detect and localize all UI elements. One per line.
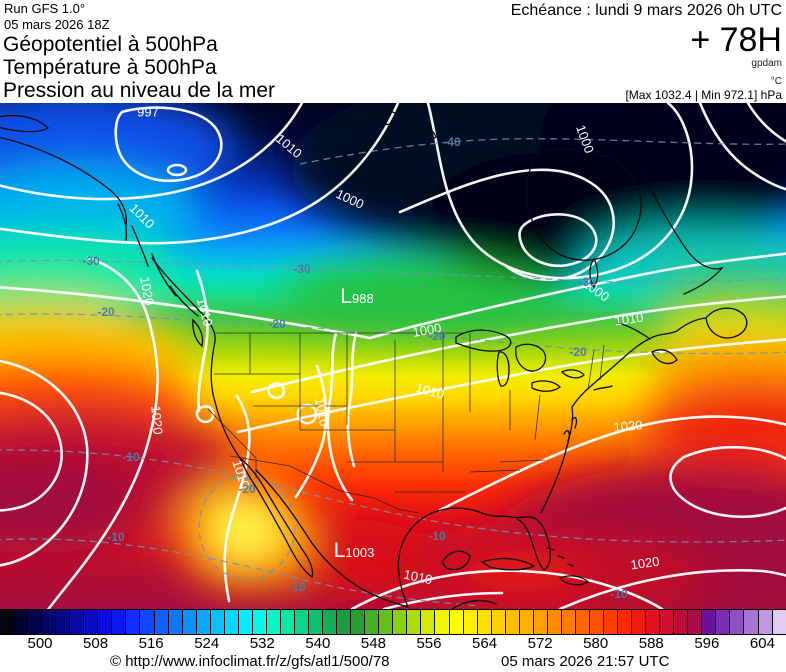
colorbar-cell — [309, 610, 324, 634]
colorbar-cell — [435, 610, 450, 634]
title-pressure: Pression au niveau de la mer — [3, 79, 275, 102]
colorbar-cell — [632, 610, 647, 634]
colorbar-cell — [575, 610, 590, 634]
colorbar-cell — [519, 610, 534, 634]
colorbar-cell — [589, 610, 605, 634]
colorbar-cell — [547, 610, 562, 634]
colorbar-cell — [280, 610, 295, 634]
colorbar-cell — [674, 610, 689, 634]
colorbar-cell — [730, 610, 745, 634]
colorbar-tick-label: 564 — [472, 635, 498, 652]
colorbar-cell — [210, 610, 225, 634]
colorbar-cell — [154, 610, 169, 634]
colorbar-cell — [407, 610, 422, 634]
colorbar-cell — [182, 610, 197, 634]
colorbar-cell — [294, 610, 310, 634]
coastlines — [0, 105, 748, 609]
title-temperature: Température à 500hPa — [3, 56, 217, 79]
colorbar-tick-label: 540 — [305, 635, 331, 652]
colorbar-cell — [393, 610, 408, 634]
colorbar-cell — [28, 610, 43, 634]
colorbar-tick-label: 596 — [694, 635, 720, 652]
pressure-contours — [0, 103, 786, 609]
colorbar-cell — [772, 610, 786, 634]
colorbar-tick-label: 588 — [638, 635, 664, 652]
colorbar-cell — [84, 610, 99, 634]
colorbar-cell — [744, 610, 759, 634]
pressure-minmax: [Max 1032.4 | Min 972.1] hPa — [625, 88, 782, 102]
colorbar-cell — [238, 610, 253, 634]
colorbar-tick-label: 580 — [583, 635, 609, 652]
colorbar-cell — [646, 610, 661, 634]
colorbar-cell — [505, 610, 520, 634]
title-geopotential: Géopotentiel à 500hPa — [3, 33, 218, 56]
header: Run GFS 1.0° 05 mars 2026 18Z Géopotenti… — [0, 0, 786, 103]
colorbar-cell — [140, 610, 155, 634]
colorbar-ticks: 500 508 516 524 532 540 548 556 564 572 580 588 596 6… — [0, 635, 786, 653]
colorbar-cell — [266, 610, 281, 634]
colorbar-cell — [491, 610, 506, 634]
colorbar-cell — [716, 610, 731, 634]
temperature-contours — [0, 138, 786, 607]
model-run-date: 05 mars 2026 18Z — [4, 17, 110, 32]
colorbar-cell — [379, 610, 394, 634]
colorbar-cell — [533, 610, 548, 634]
colorbar-cell — [702, 610, 717, 634]
map-canvas: 997 1010 1000 1000 1010 1020 1000 1000 1010 1020 1… — [0, 103, 786, 609]
model-run-line: Run GFS 1.0° — [4, 1, 86, 16]
copyright-url: © http://www.infoclimat.fr/z/gfs/atl1/50… — [110, 653, 390, 670]
colorbar-cell — [42, 610, 57, 634]
valid-time: Echéance : lundi 9 mars 2026 0h UTC — [510, 2, 782, 19]
colorbar-cell — [0, 610, 15, 634]
colorbar-tick-label: 604 — [749, 635, 775, 652]
footer: © http://www.infoclimat.fr/z/gfs/atl1/50… — [0, 652, 786, 672]
colorbar-tick-label: 524 — [194, 635, 220, 652]
colorbar-tick-label: 556 — [416, 635, 442, 652]
map-title: Géopotentiel à 500hPa Température à 500h… — [3, 33, 275, 102]
colorbar-cell — [365, 610, 380, 634]
colorbar-cell — [196, 610, 211, 634]
colorbar-cell — [758, 610, 773, 634]
colorbar-cell — [337, 610, 352, 634]
colorbar-cell — [604, 610, 619, 634]
colorbar-cell — [660, 610, 675, 634]
colorbar-tick-label: 548 — [360, 635, 386, 652]
colorbar-cell — [168, 610, 183, 634]
state-borders — [207, 332, 605, 514]
colorbar-tick-label: 500 — [27, 635, 53, 652]
generation-timestamp: 05 mars 2026 21:57 UTC — [501, 653, 670, 670]
geopotential-colorbar — [0, 609, 786, 635]
colorbar-cell — [224, 610, 239, 634]
colorbar-tick-label: 572 — [527, 635, 553, 652]
colorbar-cell — [688, 610, 703, 634]
colorbar-cell — [477, 610, 492, 634]
colorbar-cell — [561, 610, 576, 634]
unit-celsius: °C — [770, 76, 782, 87]
colorbar-cell — [126, 610, 141, 634]
lead-time: + 78H — [690, 21, 782, 59]
model-run-info: Run GFS 1.0° 05 mars 2026 18Z — [4, 1, 110, 33]
colorbar-tick-label: 508 — [83, 635, 109, 652]
colorbar-cell — [70, 610, 85, 634]
unit-gpdam: gpdam — [751, 58, 782, 69]
colorbar-tick-label: 516 — [138, 635, 164, 652]
colorbar-cell — [14, 610, 29, 634]
colorbar-cell — [421, 610, 436, 634]
colorbar-cell — [252, 610, 267, 634]
colorbar-tick-label: 532 — [249, 635, 275, 652]
colorbar-cell — [112, 610, 127, 634]
colorbar-cell — [351, 610, 366, 634]
forecast-info: Echéance : lundi 9 mars 2026 0h UTC + 78… — [511, 0, 782, 102]
colorbar-cell — [463, 610, 478, 634]
map-graphic — [0, 103, 786, 609]
colorbar-cell — [449, 610, 464, 634]
colorbar-cell — [98, 610, 113, 634]
colorbar-cell — [323, 610, 338, 634]
colorbar-cell — [56, 610, 71, 634]
colorbar-cell — [618, 610, 633, 634]
